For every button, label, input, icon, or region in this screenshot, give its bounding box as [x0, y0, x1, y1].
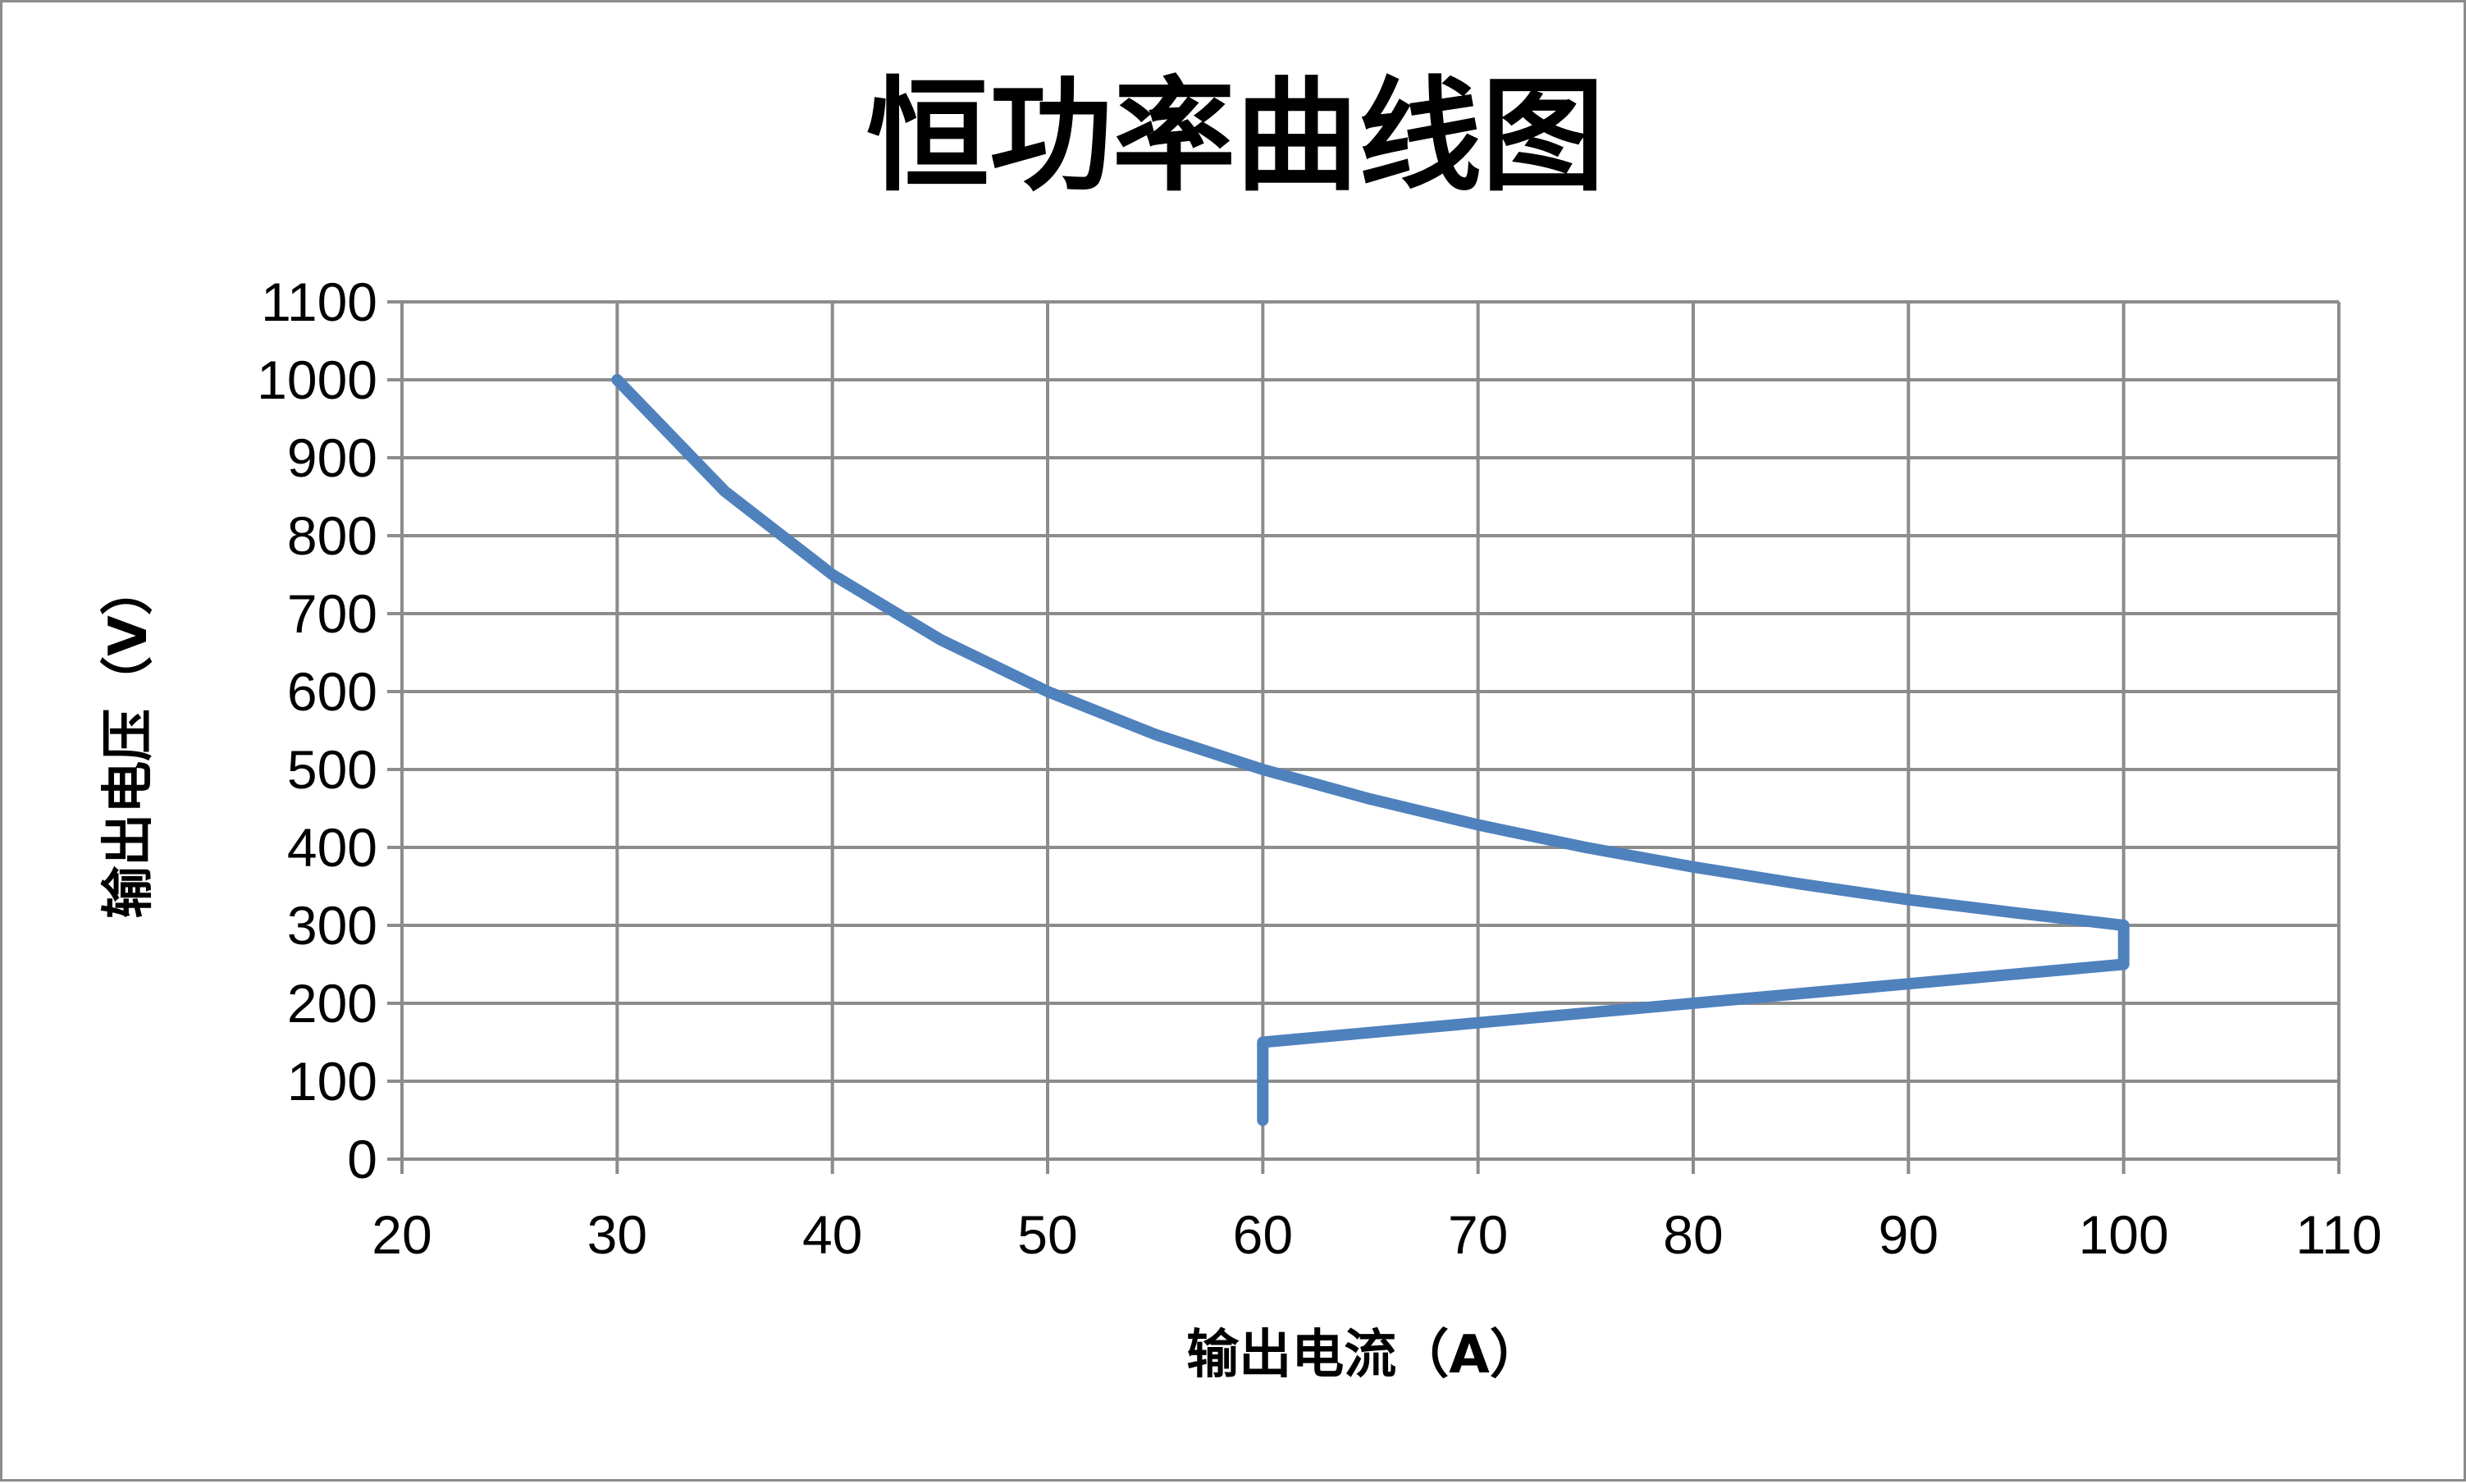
- x-tick-label: 60: [1233, 1204, 1293, 1265]
- chart-title: 恒功率曲线图: [866, 64, 1605, 208]
- x-tick-label: 80: [1663, 1204, 1723, 1265]
- y-tick-label: 1000: [257, 349, 377, 410]
- x-tick-label: 30: [587, 1204, 647, 1265]
- y-tick-label: 600: [287, 661, 377, 722]
- x-tick-label: 70: [1448, 1204, 1508, 1265]
- series-line-0: [611, 374, 2130, 1126]
- x-tick-label: 50: [1017, 1204, 1077, 1265]
- y-tick-labels: 0 100 200 300 400 500 600 700 800 900 1000 1100: [257, 272, 377, 1189]
- x-tick-label: 20: [372, 1204, 432, 1265]
- x-axis-label: 输出电流（A）: [1186, 1325, 1542, 1386]
- x-tick-label: 90: [1879, 1204, 1939, 1265]
- axes: [387, 300, 2340, 1174]
- series-layer: [611, 374, 2130, 1126]
- y-tick-label: 900: [287, 427, 377, 488]
- y-tick-label: 500: [287, 739, 377, 800]
- y-tick-label: 200: [287, 973, 377, 1034]
- y-tick-label: 300: [287, 895, 377, 956]
- x-tick-label: 110: [2295, 1204, 2382, 1265]
- x-tick-label: 40: [802, 1204, 862, 1265]
- y-tick-label: 1100: [261, 272, 377, 332]
- x-tick-label: 100: [2079, 1204, 2169, 1265]
- y-tick-label: 100: [287, 1051, 377, 1112]
- x-tick-labels: 20 30 40 50 60 70 80 90 100 110: [372, 1204, 2382, 1265]
- y-tick-label: 0: [347, 1129, 377, 1189]
- grid-lines: [402, 300, 2340, 1159]
- y-axis-label: 输出电压（V）: [98, 563, 159, 919]
- y-tick-label: 700: [287, 583, 377, 644]
- y-tick-label: 800: [287, 505, 377, 566]
- y-tick-label: 400: [287, 817, 377, 878]
